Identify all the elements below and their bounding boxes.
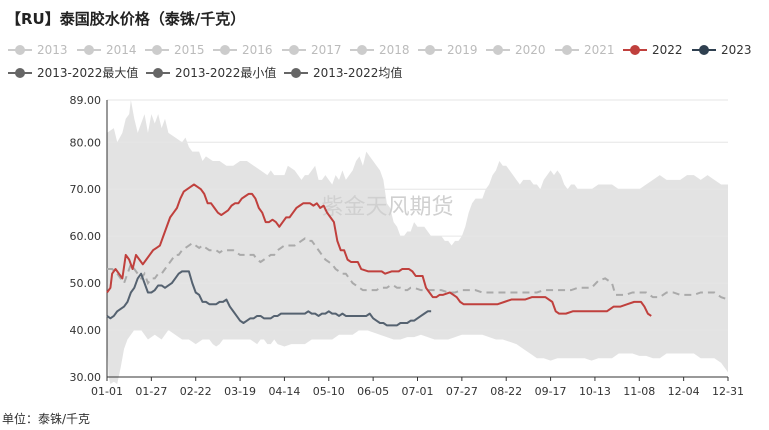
max-min-band [107, 100, 728, 385]
y-tick-label: 50.00 [70, 277, 102, 290]
legend-marker-dot [15, 45, 25, 55]
legend-label: 2021 [584, 43, 615, 57]
legend: 2013 2014 2015 2016 2017 2018 2019 2020 2021 2022… [8, 43, 752, 80]
legend-marker-dot [357, 45, 367, 55]
legend-label: 2018 [379, 43, 410, 57]
x-tick-label: 04-14 [268, 385, 300, 398]
x-tick-label: 07-01 [402, 385, 434, 398]
x-tick-label: 08-22 [490, 385, 522, 398]
legend-label: 2022 [652, 43, 683, 57]
unit-label: 单位：泰铢/千克 [2, 411, 90, 426]
y-tick-label: 60.00 [70, 230, 102, 243]
x-tick-label: 03-19 [224, 385, 256, 398]
legend-label: 2019 [447, 43, 478, 57]
y-tick-label: 89.00 [70, 94, 102, 107]
chart-title: 【RU】泰国胶水价格（泰铢/千克） [6, 10, 245, 28]
x-tick-label: 12-04 [668, 385, 700, 398]
x-tick-label: 09-17 [535, 385, 567, 398]
x-tick-label: 07-27 [446, 385, 478, 398]
legend-label: 2016 [242, 43, 273, 57]
x-tick-label: 01-27 [135, 385, 167, 398]
series-line-2023 [106, 270, 432, 327]
x-tick-label: 05-10 [313, 385, 345, 398]
legend-marker-dot [562, 45, 572, 55]
y-tick-label: 30.00 [70, 371, 102, 384]
x-tick-label: 12-31 [712, 385, 744, 398]
legend-label: 2013-2022最小值 [175, 65, 276, 80]
legend-marker-dot [289, 45, 299, 55]
legend-marker-dot [152, 45, 162, 55]
x-tick-label: 02-22 [180, 385, 212, 398]
series-line-mean [107, 237, 729, 301]
legend-marker-dot [220, 45, 230, 55]
y-tick-label: 70.00 [70, 183, 102, 196]
legend-label: 2013 [37, 43, 68, 57]
watermark: 紫金天风期货 [321, 195, 453, 220]
legend-marker-dot [84, 45, 94, 55]
x-tick-label: 11-08 [623, 385, 655, 398]
legend-label: 2014 [106, 43, 137, 57]
plot-area: 30.00 40.00 50.00 60.00 70.00 80.00 89.00 01-01… [70, 94, 744, 398]
legend-marker-dot [291, 68, 301, 78]
legend-label: 2020 [515, 43, 546, 57]
legend-marker-dot [15, 68, 25, 78]
legend-label: 2017 [311, 43, 342, 57]
y-tick-label: 40.00 [70, 324, 102, 337]
legend-label: 2013-2022最大值 [37, 65, 138, 80]
series-line-2022 [106, 183, 652, 317]
x-tick-label: 10-13 [579, 385, 611, 398]
legend-marker-dot [699, 45, 709, 55]
x-tick-label: 01-01 [91, 385, 123, 398]
legend-label: 2015 [174, 43, 205, 57]
legend-label: 2023 [721, 43, 752, 57]
legend-marker-dot [425, 45, 435, 55]
legend-marker-dot [630, 45, 640, 55]
x-tick-label: 06-05 [357, 385, 389, 398]
legend-marker-dot [493, 45, 503, 55]
legend-marker-dot [153, 68, 163, 78]
legend-label: 2013-2022均值 [313, 65, 402, 80]
y-tick-label: 80.00 [70, 136, 102, 149]
